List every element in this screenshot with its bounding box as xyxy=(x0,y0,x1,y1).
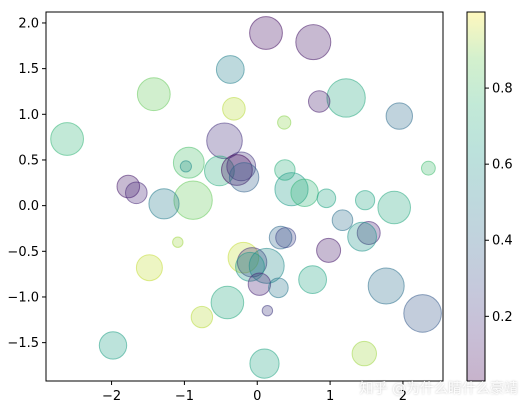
scatter-point xyxy=(249,348,280,379)
scatter-point xyxy=(385,102,413,130)
y-tick-label: 1.5 xyxy=(18,62,39,77)
scatter-point xyxy=(228,162,260,193)
scatter-point xyxy=(206,122,243,160)
y-tick-label: 2.0 xyxy=(18,16,39,31)
scatter-point xyxy=(268,277,289,299)
scatter-point xyxy=(268,225,293,250)
scatter-point xyxy=(298,265,328,295)
scatter-point xyxy=(210,285,245,320)
scatter-point xyxy=(179,160,192,173)
scatter-point xyxy=(316,188,337,209)
scatter-point xyxy=(249,16,283,50)
scatter-point xyxy=(326,78,366,118)
scatter-point xyxy=(377,190,412,225)
scatter-point xyxy=(135,254,163,282)
scatter-point xyxy=(403,294,442,333)
y-tick-label: 0.0 xyxy=(18,199,39,214)
y-tick-label: −1.0 xyxy=(7,290,39,305)
scatter-point xyxy=(116,174,141,199)
colorbar-tick-label: 0.2 xyxy=(492,310,513,325)
x-tick-label: 2 xyxy=(399,389,407,404)
scatter-point xyxy=(248,247,285,284)
scatter-point xyxy=(172,146,205,179)
scatter-point xyxy=(247,272,272,296)
scatter-point xyxy=(136,77,171,112)
scatter-point xyxy=(172,236,184,248)
scatter-point xyxy=(261,305,274,317)
colorbar-frame xyxy=(466,11,486,382)
scatter-point xyxy=(316,237,342,263)
scatter-point xyxy=(148,188,180,220)
scatter-point xyxy=(421,160,436,176)
scatter-point xyxy=(125,181,148,205)
scatter-point xyxy=(351,340,377,367)
x-axis: −2 −1 0 1 2 xyxy=(102,381,407,404)
x-tick-label: −2 xyxy=(102,389,121,404)
y-tick-label: 1.0 xyxy=(18,108,39,123)
scatter-point xyxy=(236,247,268,278)
y-tick-label: −1.5 xyxy=(7,336,39,351)
scatter-point xyxy=(356,221,381,245)
y-tick-label: 0.5 xyxy=(18,153,39,168)
scatter-point xyxy=(277,115,292,130)
scatter-point xyxy=(222,97,246,121)
scatter-point xyxy=(235,251,265,282)
x-tick-label: 1 xyxy=(326,389,334,404)
colorbar-gradient xyxy=(467,12,485,381)
scatter-point xyxy=(173,180,213,220)
scatter-point xyxy=(275,227,297,249)
plot-frame xyxy=(45,11,444,382)
scatter-point xyxy=(355,190,376,211)
colorbar: 0.2 0.4 0.6 0.8 xyxy=(466,11,513,382)
scatter-point xyxy=(295,24,332,61)
scatter-point xyxy=(331,209,354,231)
scatter-point xyxy=(308,90,331,113)
scatter-point xyxy=(367,267,405,305)
colorbar-tick-label: 0.8 xyxy=(492,82,513,97)
scatter-point xyxy=(215,55,245,84)
scatter-point xyxy=(290,178,319,208)
x-tick-label: 0 xyxy=(253,389,261,404)
scatter-points xyxy=(50,16,442,379)
scatter-point xyxy=(50,122,84,156)
scatter-point xyxy=(190,305,214,329)
colorbar-tick-label: 0.6 xyxy=(492,158,513,173)
scatter-point xyxy=(347,221,378,252)
colorbar-tick-label: 0.4 xyxy=(492,234,513,249)
y-tick-label: −0.5 xyxy=(7,245,39,260)
y-axis: −1.5 −1.0 −0.5 0.0 0.5 1.0 1.5 2.0 xyxy=(7,16,46,351)
scatter-point xyxy=(98,331,128,360)
scatter-point xyxy=(274,159,296,181)
watermark: 知乎 @为什么睛什么豪靖 xyxy=(359,381,518,397)
x-tick-label: −1 xyxy=(175,389,194,404)
